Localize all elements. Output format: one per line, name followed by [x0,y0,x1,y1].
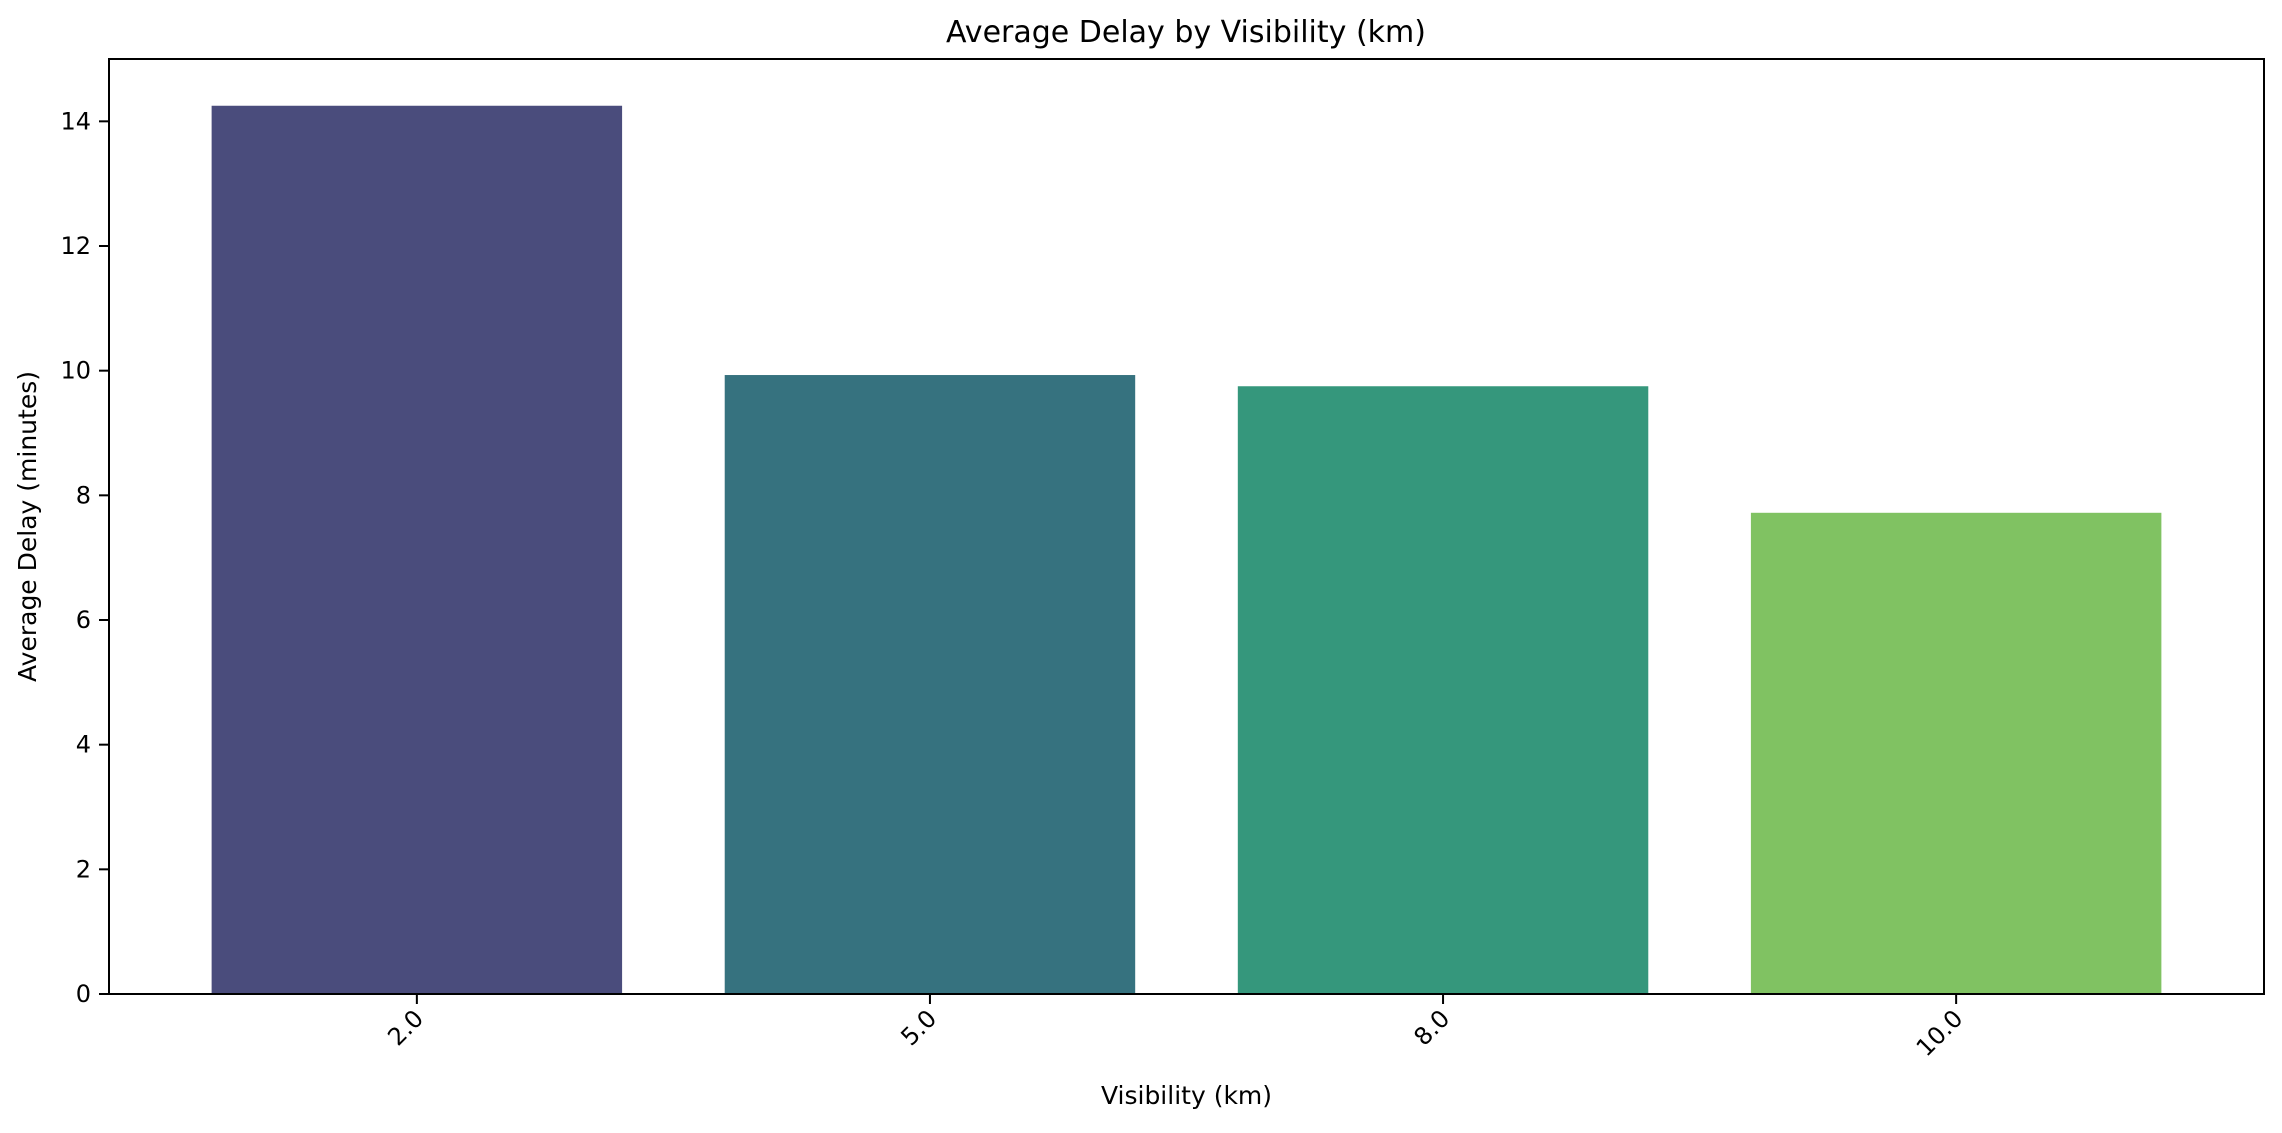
y-tick-label: 6 [76,606,91,634]
y-tick-label: 12 [60,232,91,260]
plot-frame [108,58,2265,995]
bar-2-0 [211,105,623,994]
x-tick-label: 5.0 [895,1004,942,1051]
x-axis-label: Visibility (km) [1101,1081,1272,1110]
y-tick-label: 4 [76,731,91,759]
x-axis: 2.0 5.0 8.0 10.0 [382,994,1968,1062]
y-tick-label: 8 [76,481,91,509]
y-tick-label: 2 [76,855,91,883]
y-tick-label: 14 [60,107,91,135]
y-tick-label: 0 [76,980,91,1008]
y-axis: 0 2 4 6 8 10 12 14 [60,107,109,1008]
chart-title: Average Delay by Visibility (km) [946,15,1426,50]
y-axis-label: Average Delay (minutes) [13,371,42,682]
x-tick-label: 10.0 [1911,1004,1969,1062]
bar-8-0 [1237,386,1649,994]
y-tick-label: 10 [60,357,91,385]
x-tick-label: 8.0 [1408,1004,1455,1051]
bar-10-0 [1750,512,2162,994]
x-tick-label: 2.0 [382,1004,429,1051]
bars-layer [211,105,2162,994]
bar-5-0 [724,375,1136,994]
